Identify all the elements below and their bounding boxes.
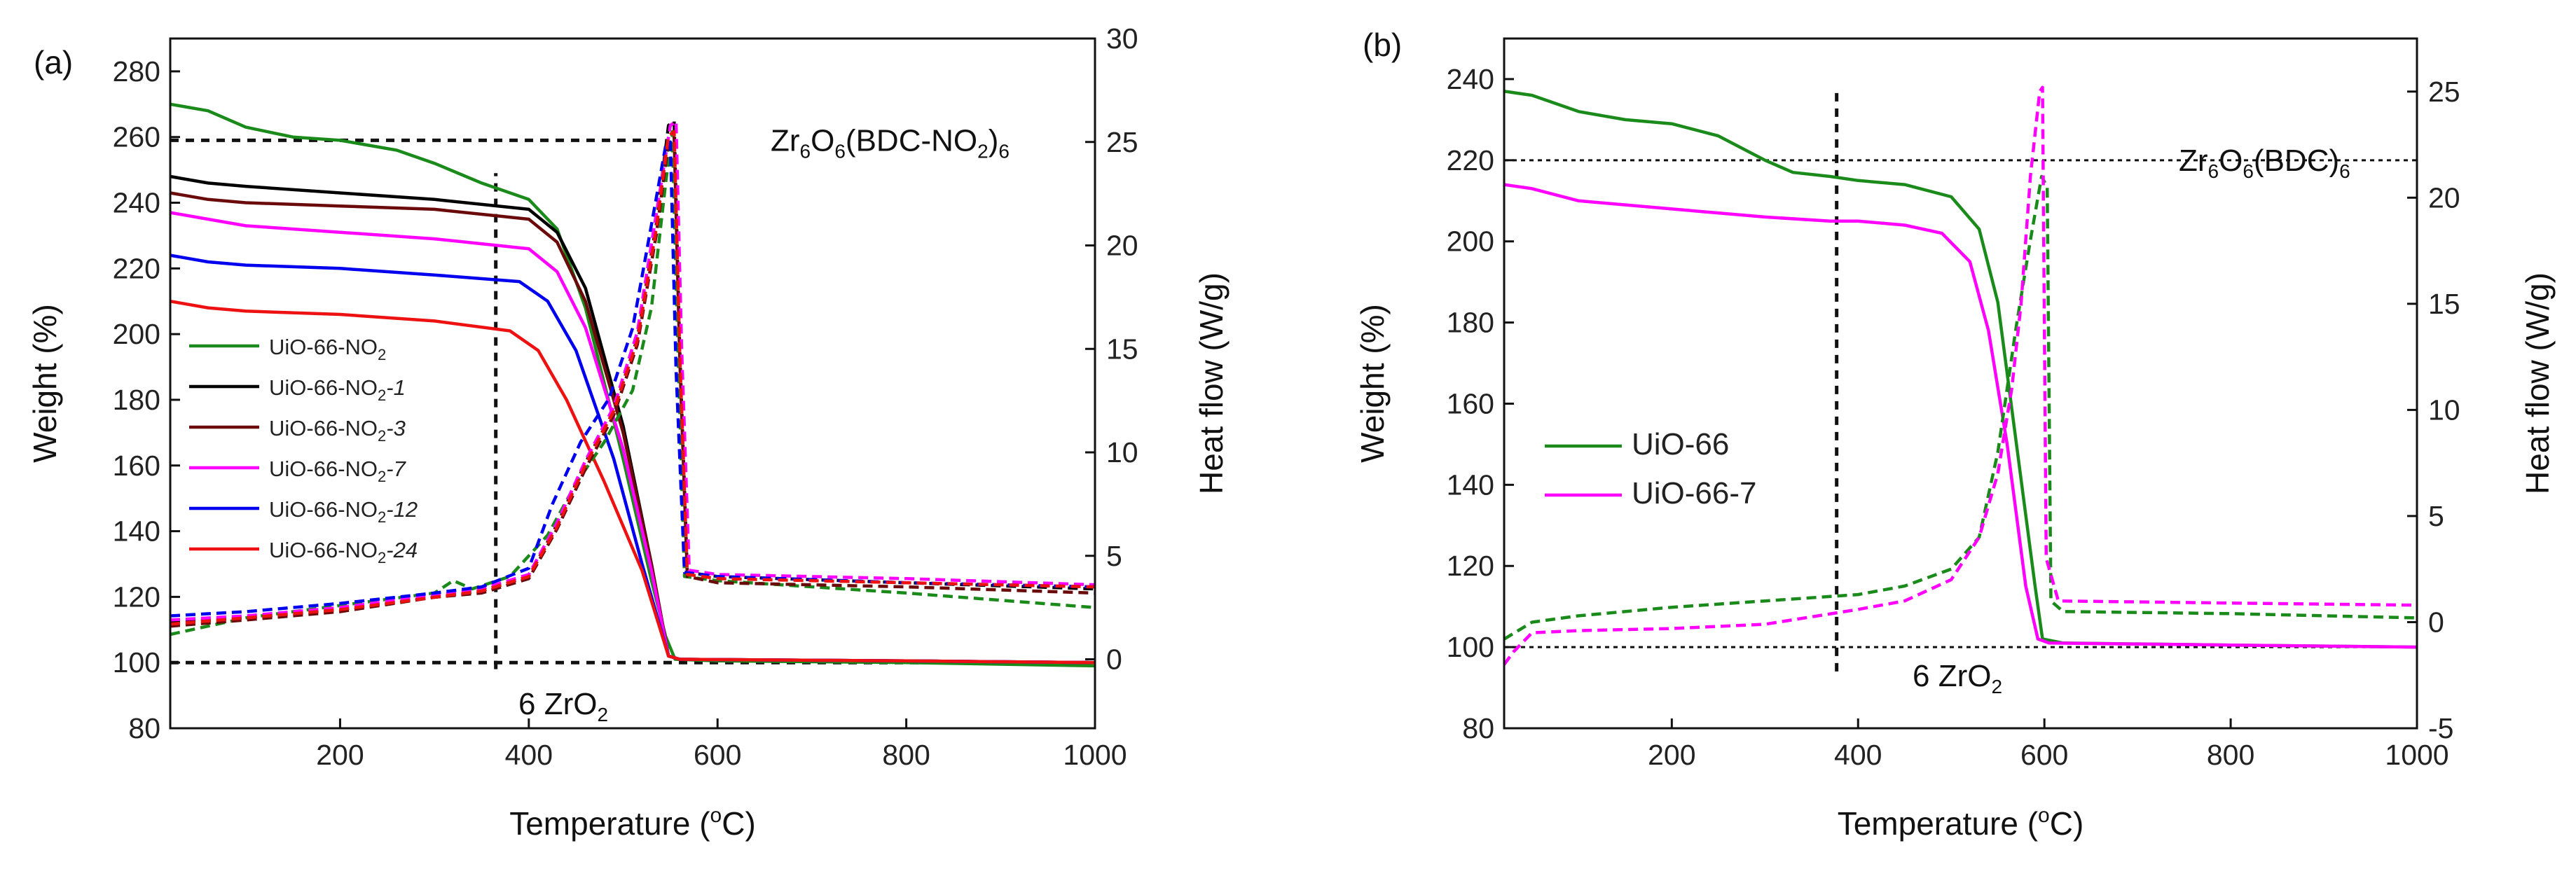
panel-b-y-axis-title: Weight (%): [1354, 304, 1391, 463]
panel-b-legend-label-1: UiO-66-7: [1632, 476, 1757, 510]
panel-a-legend-label-1: UiO-66-NO2-1: [269, 375, 406, 404]
panel-b-y2-axis-title: Heat flow (W/g): [2519, 272, 2556, 494]
panel-b-y-tick-140: 140: [1447, 468, 1494, 501]
panel-b-y-tick-80: 80: [1462, 712, 1494, 744]
panel-a-y-tick-220: 220: [113, 252, 160, 284]
panel-b-y2-tick-5: 5: [2428, 500, 2444, 532]
panel-b-y-tick-200: 200: [1447, 225, 1494, 258]
panel-a-y-tick-140: 140: [113, 515, 160, 548]
panel-b-chart: 200 400 600 800 1000801001201401601802002202…: [1354, 27, 2556, 842]
panel-a-legend-label-5: UiO-66-NO2-24: [269, 538, 418, 566]
panel-a-legend: UiO-66-NO2 UiO-66-NO2-1 UiO-66-NO2-3 UiO-66…: [189, 335, 418, 566]
panel-a-x-tick-1000: 1000: [1063, 739, 1127, 771]
panel-a-y-tick-200: 200: [113, 318, 160, 350]
panel-b-x-axis-title: Temperature (oC): [1838, 804, 2084, 842]
panel-b-y-tick-120: 120: [1447, 550, 1494, 582]
panel-a-y-tick-280: 280: [113, 55, 160, 88]
panel-a-y2-tick-20: 20: [1106, 230, 1138, 262]
panel-a-x-tick-400: 400: [505, 739, 553, 771]
panel-b-y2-tick-20: 20: [2428, 181, 2460, 214]
panel-a-legend-label-4: UiO-66-NO2-12: [269, 497, 418, 526]
panel-a-x-axis-title: Temperature (oC): [509, 804, 756, 842]
panel-a-series-uio-66-no2-24-weight: [170, 299, 1096, 665]
panel-a-y2-tick-10: 10: [1106, 436, 1138, 468]
panel-b-x-tick-800: 800: [2207, 739, 2254, 771]
panel-b-x-tick-400: 400: [1834, 739, 1882, 771]
panel-b-legend: UiO-66 UiO-66-7: [1545, 427, 1757, 510]
panel-a-y2-tick-15: 15: [1106, 333, 1138, 365]
panel-a-y-tick-180: 180: [113, 384, 160, 416]
panel-a-series-uio-66-no2-24-heat: [170, 130, 1096, 626]
panel-a-x-tick-600: 600: [694, 739, 741, 771]
panel-a-y-tick-100: 100: [113, 646, 160, 679]
panel-a-legend-label-0: UiO-66-NO2: [269, 335, 386, 363]
panel-b-plot-frame: [1503, 37, 2418, 730]
panel-b-y2-tick-15: 15: [2428, 288, 2460, 320]
panel-b-series-uio-66-weight: [1503, 90, 2418, 649]
panel-b-zro2-label: 6 ZrO2: [1913, 659, 2002, 697]
panel-b-series-uio-66-7-weight: [1503, 183, 2418, 649]
panel-a-plot-frame: [169, 37, 1096, 730]
panel-a-y2-tick-5: 5: [1106, 540, 1122, 572]
panel-b-y2-tick-25: 25: [2428, 76, 2460, 108]
panel-a-y-tick-160: 160: [113, 450, 160, 482]
panel-b-y-tick-160: 160: [1447, 387, 1494, 419]
panel-b-y2-tick-0: 0: [2428, 606, 2444, 638]
panel-b-legend-label-0: UiO-66: [1632, 427, 1729, 461]
panel-b-y2-tick--5: -5: [2428, 712, 2453, 744]
panel-a-label: (a): [34, 44, 73, 81]
panel-a-x-tick-200: 200: [316, 739, 364, 771]
panel-a-y-tick-120: 120: [113, 581, 160, 613]
panel-b-y2-tick-10: 10: [2428, 394, 2460, 426]
panel-a-zro2-label: 6 ZrO2: [518, 687, 608, 725]
panel-a-y2-tick-0: 0: [1106, 644, 1122, 676]
panel-b-x-tick-200: 200: [1648, 739, 1695, 771]
panel-a-y-tick-80: 80: [128, 712, 160, 744]
panel-a-y-axis-title: Weight (%): [27, 304, 63, 463]
panel-a-series-uio-66-no2-7-heat: [170, 119, 1096, 622]
panel-b-formula-label: Zr6O6(BDC)6: [2179, 144, 2350, 182]
panel-b-x-tick-1000: 1000: [2385, 739, 2448, 771]
panel-a-legend-label-3: UiO-66-NO2-7: [269, 457, 407, 485]
panel-b-y-tick-220: 220: [1447, 144, 1494, 176]
panel-b-series-uio-66-heat: [1503, 174, 2418, 641]
panel-a-y2-tick-30: 30: [1106, 22, 1138, 55]
panel-a-y-tick-240: 240: [113, 187, 160, 219]
panel-a-formula-label: Zr6O6(BDC-NO2)6: [771, 123, 1010, 162]
panel-a-y2-axis-title: Heat flow (W/g): [1193, 272, 1230, 494]
panel-b-y-tick-100: 100: [1447, 631, 1494, 663]
panel-a-y2-tick-25: 25: [1106, 126, 1138, 158]
panel-a-y-tick-260: 260: [113, 121, 160, 153]
panel-b-y-tick-240: 240: [1447, 63, 1494, 95]
panel-a-chart: 200 400 600 800 1000801001201401601802002202…: [27, 22, 1230, 842]
panel-b-label: (b): [1363, 27, 1402, 63]
panel-a-series-uio-66-no2-12-heat: [170, 140, 1096, 618]
panel-a-legend-label-2: UiO-66-NO2-3: [269, 416, 406, 445]
panel-b-y-tick-180: 180: [1447, 307, 1494, 339]
panel-b-x-tick-600: 600: [2020, 739, 2068, 771]
panel-a-x-tick-800: 800: [882, 739, 930, 771]
